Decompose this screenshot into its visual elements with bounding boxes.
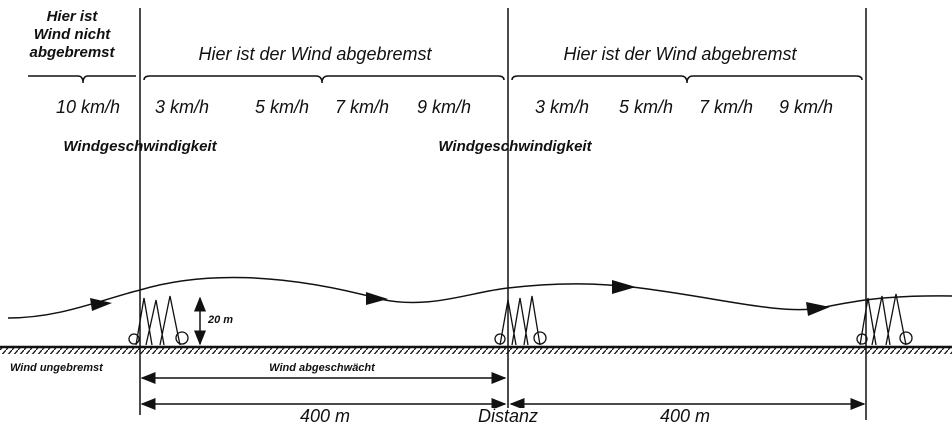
speed-caption: Windgeschwindigkeit	[438, 138, 592, 155]
ground-label: Wind abgeschwächt	[269, 362, 376, 374]
speed: 9 km/h	[417, 97, 471, 117]
distance-label: 400 m	[300, 406, 350, 426]
speed: 10 km/h	[56, 97, 120, 117]
speed: 7 km/h	[699, 97, 753, 117]
distance-axis-label: Distanz	[478, 406, 538, 426]
zone-title: Hier ist der Wind abgebremst	[199, 44, 433, 64]
speed: 5 km/h	[619, 97, 673, 117]
zone-title: Wind nicht	[34, 26, 112, 43]
wind-flow	[7, 276, 952, 319]
zone-title: abgebremst	[29, 44, 115, 61]
speed: 9 km/h	[779, 97, 833, 117]
speed: 3 km/h	[535, 97, 589, 117]
ground	[0, 345, 952, 354]
zone-title: Hier ist	[47, 8, 99, 25]
zone-title: Hier ist der Wind abgebremst	[564, 44, 798, 64]
trees	[128, 293, 913, 346]
speed-caption: Windgeschwindigkeit	[63, 138, 217, 155]
speed: 5 km/h	[255, 97, 309, 117]
speed: 7 km/h	[335, 97, 389, 117]
label-backdrop	[470, 408, 546, 428]
ground-label: Wind ungebremst	[10, 362, 104, 374]
distance-label: 400 m	[660, 406, 710, 426]
braces	[28, 75, 863, 84]
height-label: 20 m	[207, 314, 233, 326]
speed: 3 km/h	[155, 97, 209, 117]
zone-dividers	[139, 8, 867, 420]
